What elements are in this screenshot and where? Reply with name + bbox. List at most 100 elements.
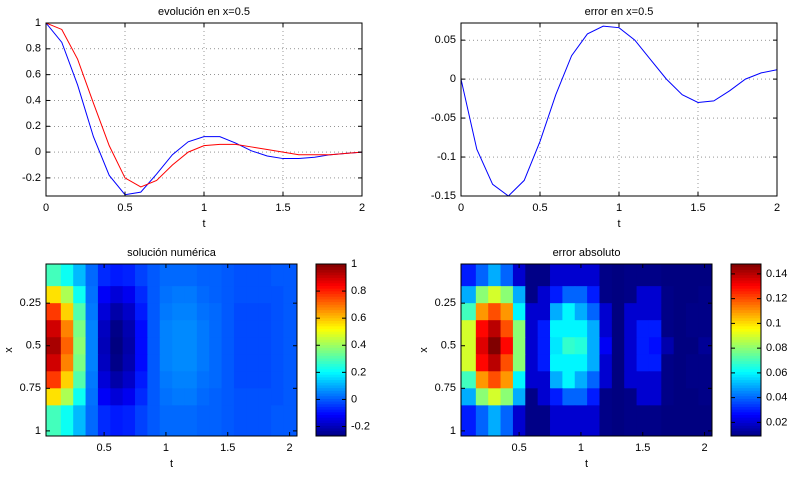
- x-tick-label: 1.5: [635, 442, 650, 454]
- heatmap-cell: [500, 264, 514, 287]
- heatmap-cell: [85, 337, 99, 355]
- heatmap-cell: [110, 264, 124, 287]
- heatmap-cell: [184, 354, 198, 372]
- heatmap-cell: [611, 320, 625, 338]
- heatmap-cell: [184, 371, 198, 389]
- heatmap-cell: [196, 354, 210, 372]
- colorbar-segment: [316, 309, 346, 313]
- heatmap-cell: [648, 388, 662, 406]
- colorbar-segment: [731, 341, 761, 346]
- heatmap-cell: [636, 337, 650, 355]
- heatmap-cell: [97, 354, 111, 372]
- colorbar-segment: [316, 352, 346, 356]
- heatmap-cell: [550, 354, 563, 372]
- heatmap-cell: [475, 405, 489, 437]
- heatmap-cell: [648, 286, 662, 304]
- heatmap-cell: [135, 264, 148, 287]
- heatmap-cell: [624, 320, 638, 338]
- colorbar-segment: [731, 387, 761, 391]
- colorbar-segment: [731, 352, 761, 356]
- heatmap-cell: [246, 371, 260, 389]
- colorbar-segment: [316, 277, 346, 281]
- heatmap-cell: [233, 264, 247, 287]
- heatmap-cell: [246, 264, 260, 287]
- heatmap-cell: [624, 371, 638, 389]
- heatmap-cell: [97, 320, 111, 338]
- axes-title: solución numérica: [127, 247, 217, 259]
- heatmap-cell: [159, 405, 173, 437]
- colorbar-segment: [731, 384, 761, 389]
- colorbar-tick-label: 0.6: [351, 312, 366, 324]
- y-tick-label: 0.25: [20, 297, 41, 309]
- colorbar-segment: [731, 304, 761, 308]
- heatmap-cell: [135, 320, 148, 338]
- heatmap-cell: [673, 388, 687, 406]
- heatmap-cell: [135, 354, 148, 372]
- heatmap-cell: [488, 354, 502, 372]
- heatmap-cell: [283, 286, 298, 304]
- heatmap-cell: [221, 286, 235, 304]
- heatmap-cell: [147, 388, 161, 406]
- colorbar-segment: [316, 395, 346, 399]
- heatmap-cell: [574, 405, 588, 437]
- heatmap-cell: [271, 371, 284, 389]
- x-tick-label: 0.5: [532, 202, 547, 214]
- x-tick-label: 2: [287, 442, 293, 454]
- axes-title: evolución en x=0.5: [158, 6, 250, 18]
- heatmap-cell: [599, 286, 613, 304]
- heatmap-cell: [673, 405, 687, 437]
- colorbar-segment: [731, 363, 761, 367]
- colorbar-segment: [316, 363, 346, 367]
- y-tick-label: 0.2: [26, 120, 41, 132]
- heatmap-cell: [172, 354, 185, 372]
- colorbar-segment: [316, 376, 346, 381]
- colorbar-segment: [316, 307, 346, 311]
- colorbar-segment: [731, 430, 761, 434]
- heatmap-cell: [461, 303, 477, 321]
- heatmap-cell: [283, 303, 298, 321]
- colorbar-segment: [731, 379, 761, 383]
- colorbar-segment: [316, 430, 346, 434]
- heatmap-cell: [587, 388, 600, 406]
- heatmap-cell: [661, 286, 675, 304]
- heatmap-cell: [525, 264, 539, 287]
- heatmap-cell: [599, 303, 613, 321]
- heatmap-cell: [475, 337, 489, 355]
- heatmap-cell: [574, 320, 588, 338]
- colorbar-tick-label: 0.2: [351, 366, 366, 378]
- heatmap-cell: [233, 405, 247, 437]
- colorbar-segment: [731, 433, 761, 437]
- heatmap-cell: [110, 337, 124, 355]
- heatmap-cell: [172, 371, 185, 389]
- y-tick-label: 0.25: [435, 297, 456, 309]
- colorbar-segment: [316, 274, 346, 278]
- heatmap-cell: [85, 405, 99, 437]
- heatmap-cell: [599, 388, 613, 406]
- heatmap-cell: [46, 303, 62, 321]
- y-tick-label: 0.75: [20, 382, 41, 394]
- heatmap-cell: [46, 286, 62, 304]
- heatmap-cell: [97, 405, 111, 437]
- y-tick-label: 1: [35, 425, 41, 437]
- heatmap-cell: [60, 286, 74, 304]
- heatmap-cell: [611, 337, 625, 355]
- heatmap-cell: [587, 337, 600, 355]
- colorbar-segment: [316, 347, 346, 351]
- heatmap-cell: [562, 371, 576, 389]
- colorbar-segment: [316, 269, 346, 273]
- heatmap-cell: [159, 354, 173, 372]
- x-axis-label: t: [585, 458, 588, 470]
- heatmap-cell: [574, 337, 588, 355]
- heatmap-cell: [60, 371, 74, 389]
- colorbar-segment: [316, 358, 346, 362]
- colorbar-segment: [316, 312, 346, 316]
- heatmap-cell: [574, 371, 588, 389]
- heatmap-cell: [271, 405, 284, 437]
- heatmap-cell: [209, 337, 223, 355]
- heatmap-cell: [461, 320, 477, 338]
- heatmap-cell: [196, 371, 210, 389]
- heatmap-cell: [500, 405, 514, 437]
- heatmap-cell: [271, 320, 284, 338]
- heatmap-cell: [73, 388, 87, 406]
- heatmap-cell: [636, 388, 650, 406]
